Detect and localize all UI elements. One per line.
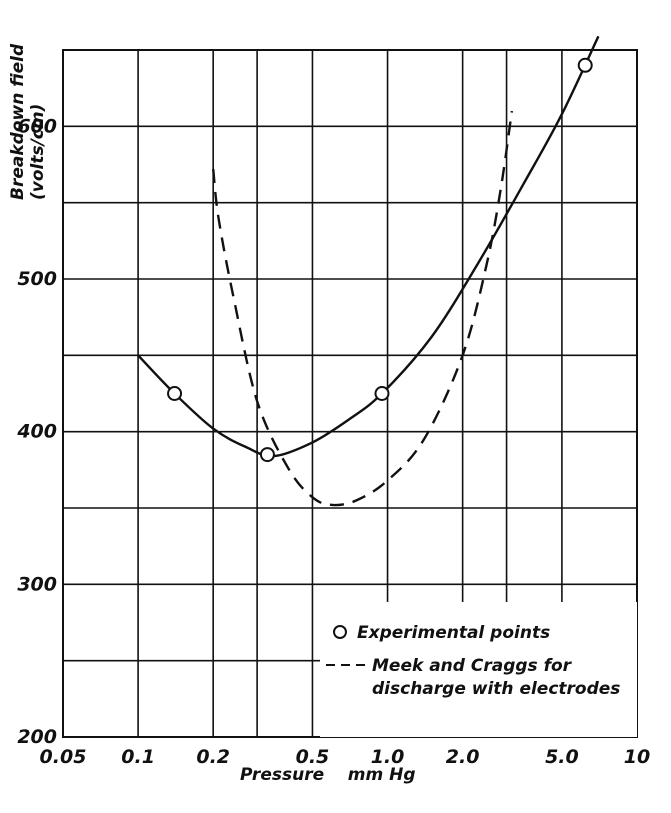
legend: Experimental points Meek and Craggs for … [320, 602, 637, 737]
legend-box [320, 602, 637, 737]
x-axis-title: Pressure mm Hg [240, 765, 416, 785]
legend-marker-experimental [333, 625, 347, 639]
series [137, 35, 600, 507]
x-tick-label: 1.0 [371, 746, 405, 768]
y-tick-label: 300 [17, 573, 57, 595]
x-tick-label: 0.2 [196, 746, 230, 768]
experimental-fit-curve [137, 35, 600, 458]
y-axis-title: Breakdown field (volts/cm) [8, 38, 48, 200]
legend-label-experimental: Experimental points [357, 623, 550, 643]
legend-label-discharge: discharge with electrodes [372, 679, 620, 699]
x-tick-label: 0.1 [121, 746, 155, 768]
legend-label-meek-craggs: Meek and Craggs for [372, 656, 573, 676]
x-tick-label: 10 [624, 746, 650, 768]
x-tick-label: 0.5 [296, 746, 330, 768]
y-tick-label: 600 [17, 115, 57, 137]
y-axis-title-line1: Breakdown field [8, 43, 28, 200]
x-tick-label: 2.0 [446, 746, 480, 768]
meek-craggs-curve [212, 110, 514, 507]
experimental-point [374, 386, 390, 401]
y-tick-label: 200 [17, 726, 57, 748]
y-tick-label: 400 [16, 421, 57, 443]
experimental-point [167, 386, 183, 401]
x-tick-label: 0.05 [40, 746, 87, 768]
y-tick-label: 500 [17, 268, 57, 290]
y-axis-title-line2: (volts/cm) [28, 104, 48, 200]
experimental-point [259, 447, 275, 463]
tick-labels: 0.05 0.1 0.2 0.5 1.0 2.0 5.0 10 200 300 400 500 600 [16, 115, 650, 768]
experimental-point [577, 57, 593, 73]
x-tick-label: 5.0 [545, 746, 579, 768]
